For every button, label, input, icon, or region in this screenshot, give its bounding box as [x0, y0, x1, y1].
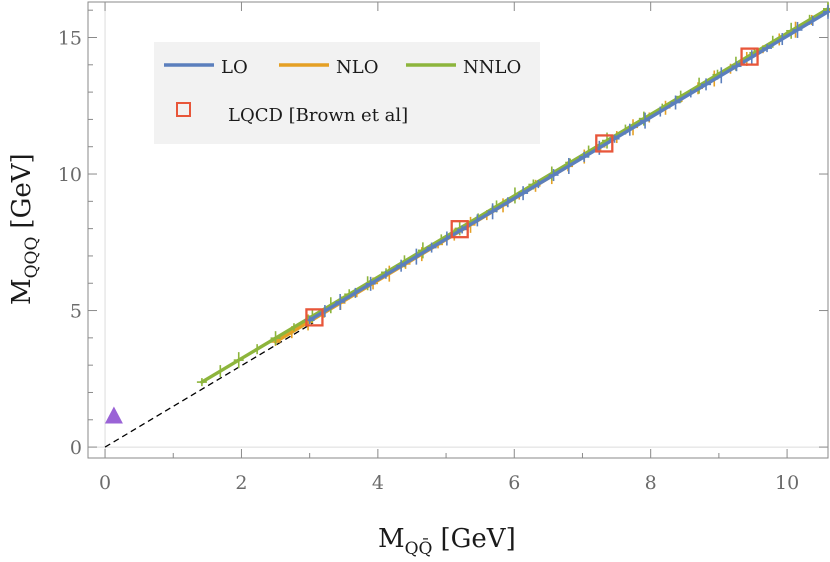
x-tick-label-10: 10	[775, 472, 799, 494]
ticks-layer: 0 2 4 6 8 10 0 5 10 15	[58, 2, 828, 494]
lqcd-point	[740, 47, 759, 66]
x-tick-label-0: 0	[99, 472, 111, 494]
legend-label-lo: LO	[221, 57, 248, 78]
lqcd-point	[595, 134, 614, 153]
x-axis-label: MQQ̄ [GeV]	[378, 524, 516, 559]
marker-layer	[104, 47, 759, 424]
y-tick-label-5: 5	[70, 301, 82, 323]
lqcd-point	[450, 220, 469, 239]
y-axis-label: MQQQ[GeV]	[7, 153, 42, 305]
plot-border	[87, 1, 829, 459]
dashed-reference-line	[104, 322, 314, 448]
x-tick-label-2: 2	[235, 472, 247, 494]
legend: LO NLO NNLO LQCD [Brown et al]	[154, 42, 540, 144]
reference-line-layer	[104, 322, 314, 448]
x-tick-label-8: 8	[645, 472, 657, 494]
legend-background	[154, 42, 540, 144]
y-tick-label-0: 0	[70, 437, 82, 459]
plot-frame	[87, 1, 829, 459]
y-tick-label-10: 10	[58, 164, 82, 186]
legend-label-lqcd: LQCD [Brown et al]	[228, 105, 408, 126]
legend-label-nnlo: NNLO	[463, 57, 521, 78]
lqcd-point	[305, 308, 324, 327]
legend-label-nlo: NLO	[336, 57, 378, 78]
series-markers-lo	[304, 4, 830, 325]
triangle-marker	[104, 406, 123, 424]
legend-swatch-lqcd	[176, 102, 191, 117]
x-tick-label-4: 4	[372, 472, 384, 494]
x-tick-label-6: 6	[508, 472, 520, 494]
y-tick-label-15: 15	[58, 27, 82, 49]
